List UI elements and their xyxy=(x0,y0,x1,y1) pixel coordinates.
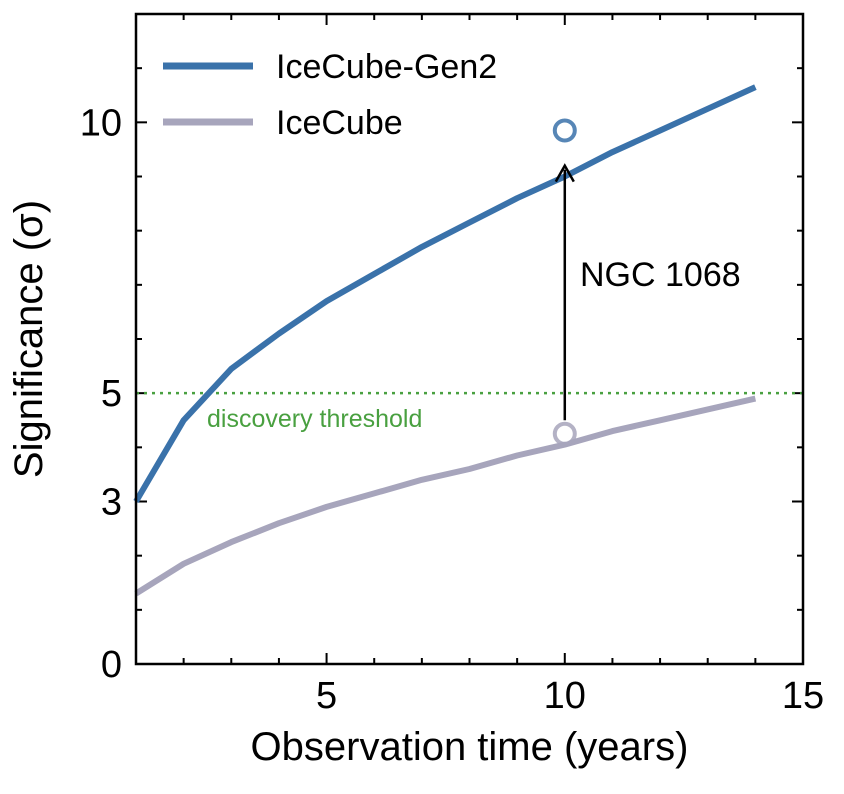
legend-label-icecube: IceCube xyxy=(276,104,403,142)
plot-frame xyxy=(134,12,805,666)
y-tick-label: 3 xyxy=(101,482,122,524)
annotation-arrow xyxy=(554,163,575,421)
legend: IceCube-Gen2 IceCube xyxy=(163,48,497,142)
y-tick-label: 10 xyxy=(80,102,122,144)
x-tick-label: 15 xyxy=(782,675,824,717)
threshold-label: discovery threshold xyxy=(207,405,422,433)
marker-icecube xyxy=(552,421,577,446)
series-line-icecube xyxy=(134,395,757,597)
y-tick-label: 0 xyxy=(101,644,122,686)
x-tick-label: 5 xyxy=(316,675,337,717)
tick-labels: 5 10 15 0 3 5 10 xyxy=(80,102,824,717)
y-tick-label: 5 xyxy=(101,373,122,415)
legend-label-icecube-gen2: IceCube-Gen2 xyxy=(276,48,497,86)
ngc1068-label: NGC 1068 xyxy=(580,256,741,294)
arrow-head xyxy=(554,163,575,183)
x-axis-label: Observation time (years) xyxy=(251,725,689,769)
x-tick-label: 10 xyxy=(544,675,586,717)
series-line-icecube-gen2 xyxy=(133,84,757,504)
marker-layer xyxy=(552,118,577,446)
series-layer xyxy=(133,84,757,597)
y-axis-label: Significance (σ) xyxy=(7,200,51,478)
marker-icecube-gen2 xyxy=(552,118,577,143)
